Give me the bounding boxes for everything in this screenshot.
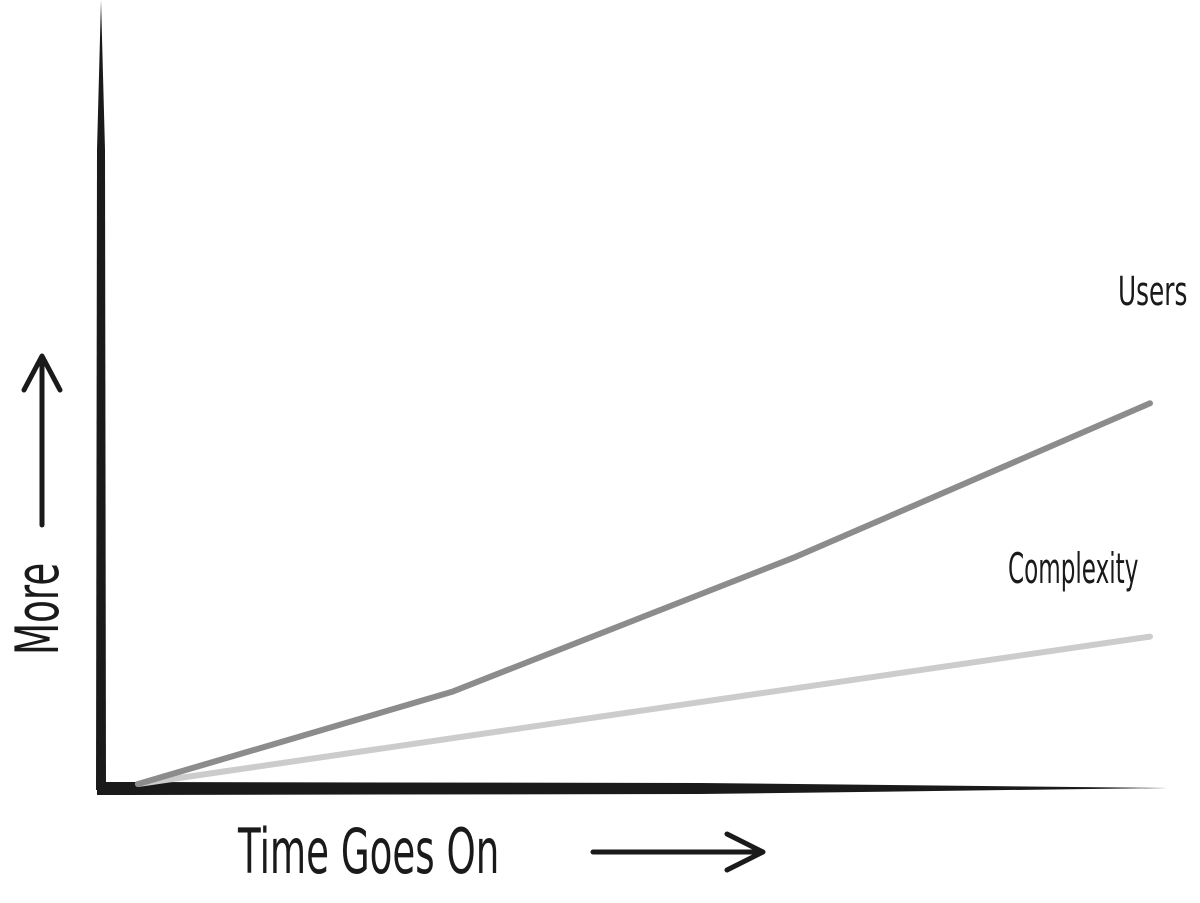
y-axis-label-group: More <box>3 353 73 655</box>
y-axis-label: More <box>3 563 73 655</box>
x-axis-arrow <box>590 831 766 873</box>
y-axis-arrow <box>21 353 63 528</box>
series-label-complexity: Complexity <box>1008 545 1138 593</box>
series-line-complexity <box>135 633 1153 787</box>
y-axis <box>96 0 106 790</box>
series-line-users <box>135 400 1153 787</box>
x-axis-label-group: Time Goes On <box>237 817 766 889</box>
x-axis <box>97 782 1168 795</box>
series-layer <box>135 400 1153 787</box>
series-label-users: Users <box>1118 268 1187 315</box>
x-axis-label: Time Goes On <box>237 817 499 889</box>
